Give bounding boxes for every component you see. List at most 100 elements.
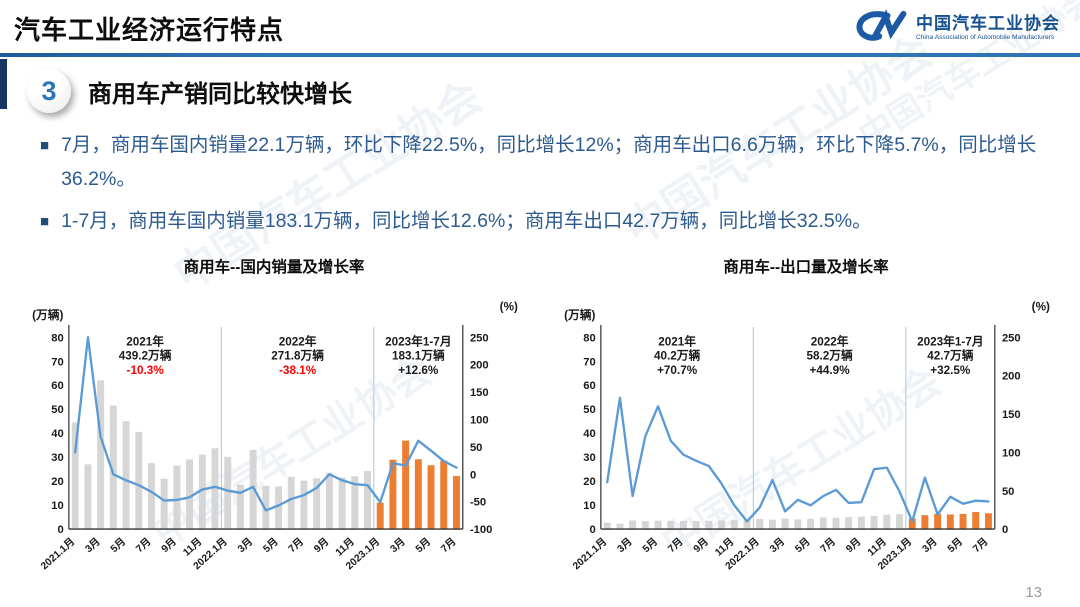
x-axis-tick-label: 5月	[945, 535, 965, 555]
x-axis-tick-label: 9月	[844, 535, 864, 555]
volume-bar	[705, 520, 713, 529]
section-accent-bar	[0, 59, 7, 109]
annotation-year: 2022年	[811, 334, 849, 348]
volume-bar	[135, 431, 143, 529]
caam-logo-text: 中国汽车工业协会 China Association of Automobile…	[916, 15, 1060, 42]
volume-bar	[870, 515, 878, 529]
volume-bar	[440, 460, 448, 529]
right-axis-tick-label: 150	[470, 387, 489, 399]
volume-bar	[338, 477, 346, 529]
volume-bar	[908, 518, 916, 529]
volume-bar	[351, 475, 359, 529]
volume-bar	[921, 514, 929, 529]
volume-bar	[109, 405, 117, 529]
x-axis-tick-label: 7月	[971, 535, 991, 555]
right-axis-tick-label: -100	[470, 524, 492, 536]
x-axis-tick-label: 9月	[312, 535, 332, 555]
volume-bar	[845, 516, 853, 529]
volume-bar	[452, 475, 460, 529]
right-axis-tick-label: 200	[1002, 370, 1021, 382]
left-axis-tick-label: 0	[58, 524, 64, 536]
volume-bar	[616, 523, 624, 529]
volume-bar	[756, 518, 764, 529]
volume-bar	[313, 477, 321, 529]
bullet-square-icon: ■	[40, 213, 50, 231]
volume-bar	[832, 517, 840, 529]
charts-row: 商用车--国内销量及增长率 0 10 20 30 40 50 60 70 80 -100 -50 0 5…	[0, 255, 1080, 588]
volume-bar	[414, 458, 422, 529]
bullet-item: ■ 1-7月，商用车国内销量183.1万辆，同比增长12.6%；商用车出口42.…	[40, 205, 1052, 239]
volume-bar	[819, 517, 827, 529]
x-axis-tick-label: 3月	[767, 535, 787, 555]
domestic-sales-chart-canvas: 0 10 20 30 40 50 60 70 80 -100 -50 0 50 100 150 200 250 (…	[32, 300, 518, 572]
volume-bar	[389, 459, 397, 529]
slide-header: 汽车工业经济运行特点 中国汽车工业协会 China Association of…	[0, 0, 1080, 53]
section-number-badge: 3	[27, 69, 71, 113]
export-chart-canvas: 0 10 20 30 40 50 60 70 80 0 50 100 150 200 250 (万辆) (%) 2…	[564, 300, 1050, 572]
volume-bar	[275, 485, 283, 529]
volume-bar	[603, 522, 611, 529]
chart-title: 商用车--出口量及增长率	[723, 258, 889, 276]
annotation-growth-pct: +32.5%	[930, 364, 971, 377]
caam-logo: 中国汽车工业协会 China Association of Automobile…	[853, 8, 1060, 49]
volume-bar	[972, 511, 980, 529]
slide: 汽车工业经济运行特点 中国汽车工业协会 China Association of…	[0, 0, 1080, 588]
volume-bar	[249, 449, 257, 529]
right-axis-tick-label: 50	[470, 442, 482, 454]
x-axis-tick-label: 5月	[793, 535, 813, 555]
volume-bar	[781, 518, 789, 529]
section-heading: 商用车产销同比较快增长	[88, 80, 352, 108]
volume-bar	[768, 519, 776, 529]
volume-bar	[794, 519, 802, 529]
annotation-growth-pct: -38.1%	[279, 364, 317, 377]
left-axis-tick-label: 40	[51, 428, 63, 440]
volume-bar	[300, 480, 308, 529]
bullet-text: 1-7月，商用车国内销量183.1万辆，同比增长12.6%；商用车出口42.7万…	[61, 210, 872, 233]
x-axis-tick-label: 9月	[159, 535, 179, 555]
growth-rate-line	[74, 335, 458, 512]
x-axis-tick-label: 3月	[615, 535, 635, 555]
x-axis-tick-label: 7月	[439, 535, 459, 555]
annotation-total: 58.2万辆	[806, 348, 853, 362]
right-axis-tick-label: 250	[1002, 332, 1021, 344]
annotation-growth-pct: +70.7%	[657, 364, 698, 377]
bullet-square-icon: ■	[40, 137, 50, 154]
x-axis-tick-label: 7月	[666, 535, 686, 555]
right-axis-tick-label: 250	[470, 332, 489, 344]
volume-bar	[427, 464, 435, 529]
left-axis-unit-label: (万辆)	[564, 307, 595, 321]
left-axis-tick-label: 10	[583, 500, 595, 512]
volume-bar	[641, 520, 649, 529]
volume-bar	[364, 470, 371, 529]
header-divider	[0, 53, 1080, 57]
page-title: 汽车工业经济运行特点	[14, 15, 285, 45]
right-axis-tick-label: -50	[470, 496, 486, 508]
x-axis-tick-label: 2021.1月	[570, 535, 609, 572]
annotation-total: 40.2万辆	[654, 348, 701, 362]
section-heading-row: 3 商用车产销同比较快增长	[0, 59, 1080, 119]
left-axis-tick-label: 70	[583, 356, 595, 368]
x-axis-tick-label: 5月	[261, 535, 281, 555]
chart-title: 商用车--国内销量及增长率	[183, 258, 365, 276]
left-axis-tick-label: 60	[51, 380, 63, 392]
caam-logo-name-cn: 中国汽车工业协会	[916, 14, 1060, 34]
volume-bar	[262, 485, 270, 529]
volume-bar	[173, 465, 181, 529]
annotation-total: 439.2万辆	[119, 348, 172, 362]
right-axis-tick-label: 100	[1002, 447, 1021, 459]
volume-bar	[236, 484, 244, 529]
right-axis-tick-label: 150	[1002, 409, 1021, 421]
right-axis-tick-label: 50	[1002, 485, 1014, 497]
volume-bar	[325, 472, 333, 529]
left-axis-unit-label: (万辆)	[32, 307, 63, 321]
annotation-growth-pct: +44.9%	[810, 364, 851, 377]
volume-bar	[730, 519, 738, 529]
x-axis-tick-label: 5月	[413, 535, 433, 555]
volume-bar	[896, 513, 903, 529]
volume-bar	[679, 520, 687, 529]
volume-bar	[857, 516, 865, 529]
annotation-year: 2022年	[279, 334, 317, 348]
annotation-total: 183.1万辆	[392, 348, 445, 362]
x-axis-tick-label: 3月	[83, 535, 103, 555]
volume-bar	[147, 462, 155, 529]
